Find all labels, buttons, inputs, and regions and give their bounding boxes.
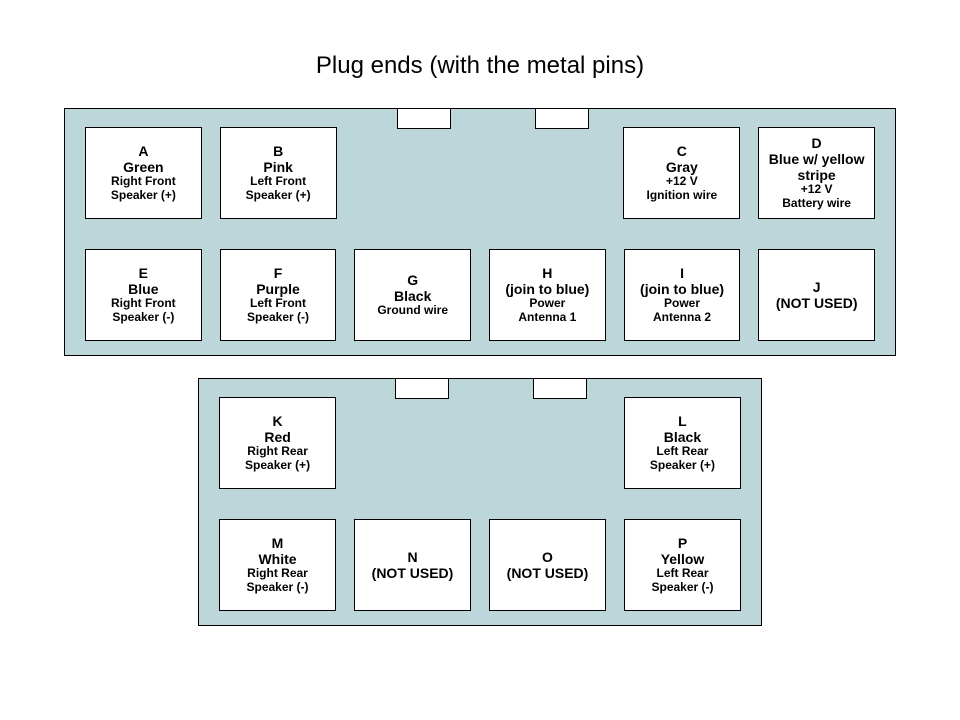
notch — [533, 379, 587, 399]
pin-fn: Speaker (+) — [224, 459, 331, 473]
pin-letter: J — [763, 279, 870, 295]
pin-letter: L — [629, 413, 736, 429]
notch — [395, 379, 449, 399]
pin-cell: E Blue Right Front Speaker (-) — [85, 249, 202, 341]
pin-cell: D Blue w/ yellow stripe +12 V Battery wi… — [758, 127, 875, 219]
pin-letter: P — [629, 535, 736, 551]
pin-color: Purple — [225, 281, 332, 297]
pin-cell: M White Right Rear Speaker (-) — [219, 519, 336, 611]
pin-cell: N (NOT USED) — [354, 519, 471, 611]
pin-letter: H — [494, 265, 601, 281]
pin-letter: B — [225, 143, 332, 159]
pin-fn: Power — [629, 297, 736, 311]
pin-cell: F Purple Left Front Speaker (-) — [220, 249, 337, 341]
pin-color: Blue — [90, 281, 197, 297]
pin-fn: Speaker (+) — [225, 189, 332, 203]
pin-fn: +12 V — [763, 183, 870, 197]
pin-color: Gray — [628, 159, 735, 175]
pin-letter: I — [629, 265, 736, 281]
pin-color: Black — [629, 429, 736, 445]
empty-slot — [489, 397, 606, 489]
pin-color: Red — [224, 429, 331, 445]
pin-cell: O (NOT USED) — [489, 519, 606, 611]
pin-letter: M — [224, 535, 331, 551]
pin-fn: Antenna 2 — [629, 311, 736, 325]
notch — [397, 109, 451, 129]
pin-fn: Speaker (+) — [90, 189, 197, 203]
pin-fn: Ignition wire — [628, 189, 735, 203]
pin-color: Black — [359, 288, 466, 304]
page: Plug ends (with the metal pins) A Green … — [0, 0, 960, 720]
pin-cell: C Gray +12 V Ignition wire — [623, 127, 740, 219]
pin-fn: Ground wire — [359, 304, 466, 318]
pin-letter: D — [763, 135, 870, 151]
notch — [535, 109, 589, 129]
pin-color: (join to blue) — [494, 281, 601, 297]
connector-bottom-row-2: M White Right Rear Speaker (-) N (NOT US… — [199, 519, 761, 611]
pin-fn: Left Front — [225, 175, 332, 189]
pin-letter: N — [359, 549, 466, 565]
pin-fn: Power — [494, 297, 601, 311]
connector-bottom: K Red Right Rear Speaker (+) L Black Lef… — [198, 378, 762, 626]
pin-fn: Battery wire — [763, 197, 870, 211]
pin-color: (NOT USED) — [763, 295, 870, 311]
pin-fn: Right Front — [90, 297, 197, 311]
empty-slot — [355, 127, 471, 219]
pin-color: (NOT USED) — [359, 565, 466, 581]
pin-letter: K — [224, 413, 331, 429]
pin-cell: A Green Right Front Speaker (+) — [85, 127, 202, 219]
pin-fn: Speaker (-) — [225, 311, 332, 325]
pin-cell: K Red Right Rear Speaker (+) — [219, 397, 336, 489]
pin-cell: H (join to blue) Power Antenna 1 — [489, 249, 606, 341]
connector-bottom-row-1: K Red Right Rear Speaker (+) L Black Lef… — [199, 397, 761, 489]
connector-top-row-2: E Blue Right Front Speaker (-) F Purple … — [65, 249, 895, 341]
pin-color: Pink — [225, 159, 332, 175]
pin-fn: Right Rear — [224, 567, 331, 581]
pin-letter: A — [90, 143, 197, 159]
pin-fn: Left Rear — [629, 445, 736, 459]
pin-color: White — [224, 551, 331, 567]
pin-color: (NOT USED) — [494, 565, 601, 581]
page-title: Plug ends (with the metal pins) — [0, 0, 960, 108]
pin-cell: I (join to blue) Power Antenna 2 — [624, 249, 741, 341]
pin-cell: P Yellow Left Rear Speaker (-) — [624, 519, 741, 611]
pin-letter: G — [359, 272, 466, 288]
connector-top: A Green Right Front Speaker (+) B Pink L… — [64, 108, 896, 356]
pin-fn: Antenna 1 — [494, 311, 601, 325]
pin-letter: F — [225, 265, 332, 281]
pin-fn: Left Rear — [629, 567, 736, 581]
pin-letter: O — [494, 549, 601, 565]
pin-fn: Speaker (-) — [629, 581, 736, 595]
pin-cell: B Pink Left Front Speaker (+) — [220, 127, 337, 219]
pin-cell: G Black Ground wire — [354, 249, 471, 341]
pin-letter: C — [628, 143, 735, 159]
pin-fn: Speaker (-) — [224, 581, 331, 595]
connector-top-row-1: A Green Right Front Speaker (+) B Pink L… — [65, 127, 895, 219]
pin-cell: J (NOT USED) — [758, 249, 875, 341]
pin-letter: E — [90, 265, 197, 281]
pin-fn: Speaker (-) — [90, 311, 197, 325]
pin-fn: Right Rear — [224, 445, 331, 459]
pin-color: Blue w/ yellow stripe — [763, 151, 870, 183]
pin-color: Green — [90, 159, 197, 175]
pin-fn: Right Front — [90, 175, 197, 189]
pin-fn: Speaker (+) — [629, 459, 736, 473]
empty-slot — [489, 127, 605, 219]
empty-slot — [354, 397, 471, 489]
pin-cell: L Black Left Rear Speaker (+) — [624, 397, 741, 489]
pin-fn: +12 V — [628, 175, 735, 189]
pin-fn: Left Front — [225, 297, 332, 311]
pin-color: Yellow — [629, 551, 736, 567]
pin-color: (join to blue) — [629, 281, 736, 297]
